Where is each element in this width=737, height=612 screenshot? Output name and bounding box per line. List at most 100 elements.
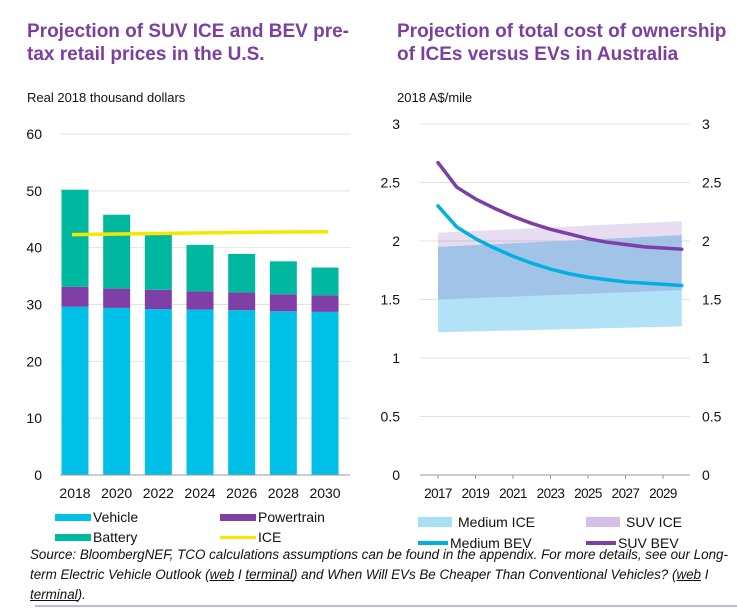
left-x-tick-label: 2026 bbox=[226, 485, 257, 501]
bar-vehicle-2024 bbox=[186, 309, 214, 475]
line-medium-bev bbox=[436, 204, 684, 288]
footnote-link-terminal[interactable]: terminal bbox=[30, 587, 78, 602]
bar-vehicle-2020 bbox=[103, 307, 131, 475]
line-suv-bev bbox=[436, 160, 684, 251]
legend-suv-bev: SUV BEV bbox=[586, 535, 679, 551]
legend-label: SUV BEV bbox=[618, 535, 679, 551]
bar-vehicle-2030 bbox=[311, 311, 339, 475]
legend-label: Battery bbox=[93, 529, 138, 545]
medium-bev-swatch bbox=[418, 541, 448, 545]
left-y-tick-label: 30 bbox=[26, 297, 42, 313]
right-y-tick-label-left: 1.5 bbox=[381, 292, 401, 308]
left-x-tick-label: 2022 bbox=[143, 485, 174, 501]
footnote-text: ) and When Will EVs Be Cheaper Than Conv… bbox=[292, 567, 677, 582]
powertrain-swatch bbox=[220, 513, 256, 521]
right-y-tick-label-left: 2 bbox=[392, 233, 400, 249]
legend-label: SUV ICE bbox=[626, 514, 683, 530]
bar-battery-2024 bbox=[186, 244, 214, 292]
right-x-tick-label: 2017 bbox=[424, 486, 452, 501]
left-chart-title: Projection of SUV ICE and BEV pre-tax re… bbox=[27, 21, 349, 65]
right-y-tick-label-right: 0.5 bbox=[702, 409, 722, 425]
right-x-tick-label: 2023 bbox=[537, 486, 565, 501]
legend-label: Powertrain bbox=[258, 509, 325, 525]
footnote-text: I bbox=[701, 567, 709, 582]
right-y-unit: 2018 A$/mile bbox=[397, 90, 473, 105]
right-y-tick-label-right: 1 bbox=[702, 350, 710, 366]
footnote-link-terminal[interactable]: terminal bbox=[245, 567, 293, 582]
legend-label: Medium BEV bbox=[450, 535, 532, 551]
legend-ice: ICE bbox=[220, 529, 281, 545]
bar-powertrain-2024 bbox=[186, 291, 214, 310]
right-x-tick-label: 2021 bbox=[499, 486, 527, 501]
legend-suv-ice: SUV ICE bbox=[586, 514, 682, 530]
bar-battery-2028 bbox=[269, 261, 297, 295]
bar-powertrain-2030 bbox=[311, 295, 339, 312]
left-y-tick-label: 20 bbox=[26, 353, 42, 369]
bar-powertrain-2028 bbox=[269, 294, 297, 312]
bar-vehicle-2026 bbox=[228, 310, 256, 475]
right-y-tick-label-right: 3 bbox=[702, 116, 710, 132]
bar-vehicle-2018 bbox=[61, 306, 89, 475]
footnote-text: Source: BloombergNEF, TCO calculations a… bbox=[30, 547, 728, 582]
medium-ice-swatch bbox=[418, 517, 452, 527]
legend-vehicle: Vehicle bbox=[55, 509, 138, 525]
right-x-tick-label: 2029 bbox=[649, 486, 677, 501]
legend-label: ICE bbox=[258, 529, 282, 545]
bar-powertrain-2026 bbox=[228, 292, 256, 311]
left-y-unit: Real 2018 thousand dollars bbox=[27, 90, 186, 105]
bar-battery-2030 bbox=[311, 267, 339, 296]
right-y-tick-label-right: 2 bbox=[702, 233, 710, 249]
suv-bev-swatch bbox=[586, 541, 616, 545]
vehicle-swatch bbox=[55, 513, 91, 521]
source-footnote: Source: BloombergNEF, TCO calculations a… bbox=[30, 545, 730, 605]
right-y-tick-label-right: 2.5 bbox=[702, 175, 722, 191]
left-x-tick-label: 2030 bbox=[309, 485, 340, 501]
right-x-tick-label: 2025 bbox=[574, 486, 602, 501]
bar-powertrain-2020 bbox=[103, 288, 131, 308]
bar-battery-2020 bbox=[103, 214, 131, 289]
legend-powertrain: Powertrain bbox=[220, 509, 325, 525]
legend-label: Vehicle bbox=[93, 509, 139, 525]
bottom-divider bbox=[35, 605, 737, 607]
right-x-tick-label: 2027 bbox=[612, 486, 640, 501]
right-y-tick-label-right: 0 bbox=[702, 467, 710, 483]
footnote-text: ). bbox=[77, 587, 86, 602]
bar-powertrain-2018 bbox=[61, 286, 89, 307]
right-chart-title: Projection of total cost of ownership of… bbox=[397, 21, 727, 65]
left-y-tick-label: 10 bbox=[26, 410, 42, 426]
legend-battery: Battery bbox=[55, 529, 137, 545]
left-x-tick-label: 2028 bbox=[268, 485, 299, 501]
left-y-tick-label: 50 bbox=[26, 183, 42, 199]
right-y-tick-label-left: 1 bbox=[392, 350, 400, 366]
bar-battery-2022 bbox=[144, 234, 172, 290]
footnote-link-web[interactable]: web bbox=[209, 567, 235, 582]
right-y-tick-label-left: 0 bbox=[392, 467, 400, 483]
right-x-tick-label: 2019 bbox=[462, 486, 490, 501]
left-x-tick-label: 2024 bbox=[184, 485, 215, 501]
left-y-tick-label: 40 bbox=[26, 240, 42, 256]
left-y-tick-label: 0 bbox=[34, 467, 42, 483]
bar-powertrain-2022 bbox=[144, 289, 172, 310]
ice-price-line bbox=[71, 230, 329, 237]
bar-vehicle-2028 bbox=[269, 311, 297, 475]
right-y-tick-label-left: 0.5 bbox=[381, 409, 401, 425]
legend-medium-bev: Medium BEV bbox=[418, 535, 532, 551]
ice-swatch bbox=[220, 535, 256, 539]
right-y-tick-label-right: 1.5 bbox=[702, 292, 722, 308]
footnote-link-web[interactable]: web bbox=[676, 567, 702, 582]
bar-vehicle-2022 bbox=[144, 309, 172, 475]
battery-swatch bbox=[55, 533, 91, 541]
suv-ice-swatch bbox=[586, 517, 620, 527]
left-x-tick-label: 2018 bbox=[59, 485, 90, 501]
bar-battery-2018 bbox=[61, 189, 89, 287]
legend-medium-ice: Medium ICE bbox=[418, 514, 535, 530]
left-y-tick-label: 60 bbox=[26, 126, 42, 142]
bar-battery-2026 bbox=[228, 253, 256, 293]
right-y-tick-label-left: 2.5 bbox=[381, 175, 401, 191]
left-x-tick-label: 2020 bbox=[101, 485, 132, 501]
footnote-text: I bbox=[234, 567, 246, 582]
right-y-tick-label-left: 3 bbox=[392, 116, 400, 132]
legend-label: Medium ICE bbox=[458, 514, 536, 530]
